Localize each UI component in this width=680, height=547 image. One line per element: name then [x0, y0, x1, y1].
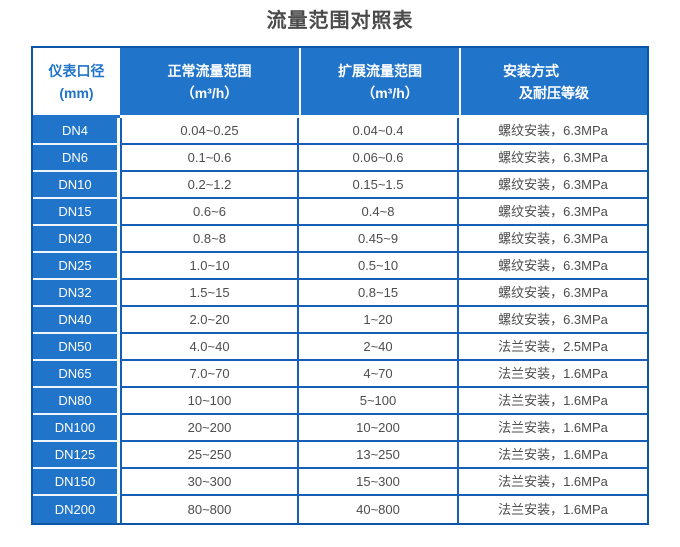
table-row: DN10 0.2~1.2 0.15~1.5 螺纹安装，6.3MPa — [33, 172, 647, 199]
table-row: DN200 80~800 40~800 法兰安装，1.6MPa — [33, 496, 647, 523]
extended-range-cell: 40~800 — [299, 496, 459, 523]
install-cell: 法兰安装，1.6MPa — [459, 415, 647, 442]
table-row: DN4 0.04~0.25 0.04~0.4 螺纹安装，6.3MPa — [33, 118, 647, 145]
header-normal-line1: 正常流量范围 — [167, 62, 252, 79]
header-extended-line2: （m³/h） — [361, 84, 419, 101]
table-row: DN25 1.0~10 0.5~10 螺纹安装，6.3MPa — [33, 253, 647, 280]
dn-cell: DN20 — [33, 226, 120, 253]
table-row: DN20 0.8~8 0.45~9 螺纹安装，6.3MPa — [33, 226, 647, 253]
normal-range-cell: 1.5~15 — [120, 280, 299, 307]
install-cell: 螺纹安装，6.3MPa — [459, 118, 647, 145]
install-cell: 法兰安装，1.6MPa — [459, 388, 647, 415]
table-row: DN80 10~100 5~100 法兰安装，1.6MPa — [33, 388, 647, 415]
dn-cell: DN10 — [33, 172, 120, 199]
table-row: DN125 25~250 13~250 法兰安装，1.6MPa — [33, 442, 647, 469]
extended-range-cell: 0.45~9 — [299, 226, 459, 253]
normal-range-cell: 7.0~70 — [120, 361, 299, 388]
header-diameter-line1: 仪表口径 — [48, 62, 105, 79]
extended-range-cell: 2~40 — [299, 334, 459, 361]
flow-range-table: 仪表口径 (mm) 正常流量范围 （m³/h） 扩展流量范围 （m³/h） 安装… — [31, 46, 649, 525]
dn-cell: DN40 — [33, 307, 120, 334]
install-cell: 法兰安装，1.6MPa — [459, 361, 647, 388]
dn-cell: DN6 — [33, 145, 120, 172]
table-row: DN50 4.0~40 2~40 法兰安装，2.5MPa — [33, 334, 647, 361]
dn-cell: DN80 — [33, 388, 120, 415]
install-cell: 螺纹安装，6.3MPa — [459, 226, 647, 253]
table-row: DN6 0.1~0.6 0.06~0.6 螺纹安装，6.3MPa — [33, 145, 647, 172]
install-cell: 螺纹安装，6.3MPa — [459, 280, 647, 307]
extended-range-cell: 1~20 — [299, 307, 459, 334]
table-row: DN40 2.0~20 1~20 螺纹安装，6.3MPa — [33, 307, 647, 334]
normal-range-cell: 4.0~40 — [120, 334, 299, 361]
dn-cell: DN50 — [33, 334, 120, 361]
dn-cell: DN150 — [33, 469, 120, 496]
header-row: 仪表口径 (mm) 正常流量范围 （m³/h） 扩展流量范围 （m³/h） 安装… — [33, 48, 647, 118]
normal-range-cell: 0.04~0.25 — [120, 118, 299, 145]
normal-range-cell: 1.0~10 — [120, 253, 299, 280]
normal-range-cell: 20~200 — [120, 415, 299, 442]
table-row: DN32 1.5~15 0.8~15 螺纹安装，6.3MPa — [33, 280, 647, 307]
install-cell: 螺纹安装，6.3MPa — [459, 199, 647, 226]
normal-range-cell: 30~300 — [120, 469, 299, 496]
header-diameter-line2: (mm) — [59, 84, 94, 101]
install-cell: 法兰安装，2.5MPa — [459, 334, 647, 361]
normal-range-cell: 0.1~0.6 — [120, 145, 299, 172]
dn-cell: DN15 — [33, 199, 120, 226]
normal-range-cell: 25~250 — [120, 442, 299, 469]
extended-range-cell: 13~250 — [299, 442, 459, 469]
normal-range-cell: 0.2~1.2 — [120, 172, 299, 199]
page-title: 流量范围对照表 — [266, 10, 414, 32]
extended-range-cell: 0.5~10 — [299, 253, 459, 280]
normal-range-cell: 10~100 — [120, 388, 299, 415]
extended-range-cell: 0.06~0.6 — [299, 145, 459, 172]
extended-range-cell: 0.8~15 — [299, 280, 459, 307]
extended-range-cell: 0.04~0.4 — [299, 118, 459, 145]
header-extended-range: 扩展流量范围 （m³/h） — [299, 48, 459, 118]
extended-range-cell: 0.15~1.5 — [299, 172, 459, 199]
install-cell: 螺纹安装，6.3MPa — [459, 307, 647, 334]
header-installation-line2: 及耐压等级 — [519, 84, 589, 101]
install-cell: 螺纹安装，6.3MPa — [459, 145, 647, 172]
header-installation: 安装方式 及耐压等级 — [459, 48, 647, 118]
normal-range-cell: 2.0~20 — [120, 307, 299, 334]
extended-range-cell: 10~200 — [299, 415, 459, 442]
table-row: DN15 0.6~6 0.4~8 螺纹安装，6.3MPa — [33, 199, 647, 226]
table-row: DN150 30~300 15~300 法兰安装，1.6MPa — [33, 469, 647, 496]
extended-range-cell: 4~70 — [299, 361, 459, 388]
install-cell: 螺纹安装，6.3MPa — [459, 172, 647, 199]
table-row: DN65 7.0~70 4~70 法兰安装，1.6MPa — [33, 361, 647, 388]
header-installation-line1: 安装方式 — [503, 62, 559, 79]
normal-range-cell: 0.6~6 — [120, 199, 299, 226]
header-extended-line1: 扩展流量范围 — [338, 62, 422, 79]
extended-range-cell: 5~100 — [299, 388, 459, 415]
normal-range-cell: 80~800 — [120, 496, 299, 523]
dn-cell: DN4 — [33, 118, 120, 145]
dn-cell: DN25 — [33, 253, 120, 280]
extended-range-cell: 15~300 — [299, 469, 459, 496]
dn-cell: DN200 — [33, 496, 120, 523]
install-cell: 法兰安装，1.6MPa — [459, 469, 647, 496]
install-cell: 法兰安装，1.6MPa — [459, 496, 647, 523]
normal-range-cell: 0.8~8 — [120, 226, 299, 253]
dn-cell: DN65 — [33, 361, 120, 388]
dn-cell: DN32 — [33, 280, 120, 307]
header-diameter: 仪表口径 (mm) — [33, 48, 120, 118]
header-normal-line2: （m³/h） — [180, 84, 239, 101]
install-cell: 螺纹安装，6.3MPa — [459, 253, 647, 280]
extended-range-cell: 0.4~8 — [299, 199, 459, 226]
dn-cell: DN100 — [33, 415, 120, 442]
table-row: DN100 20~200 10~200 法兰安装，1.6MPa — [33, 415, 647, 442]
dn-cell: DN125 — [33, 442, 120, 469]
install-cell: 法兰安装，1.6MPa — [459, 442, 647, 469]
header-normal-range: 正常流量范围 （m³/h） — [120, 48, 299, 118]
